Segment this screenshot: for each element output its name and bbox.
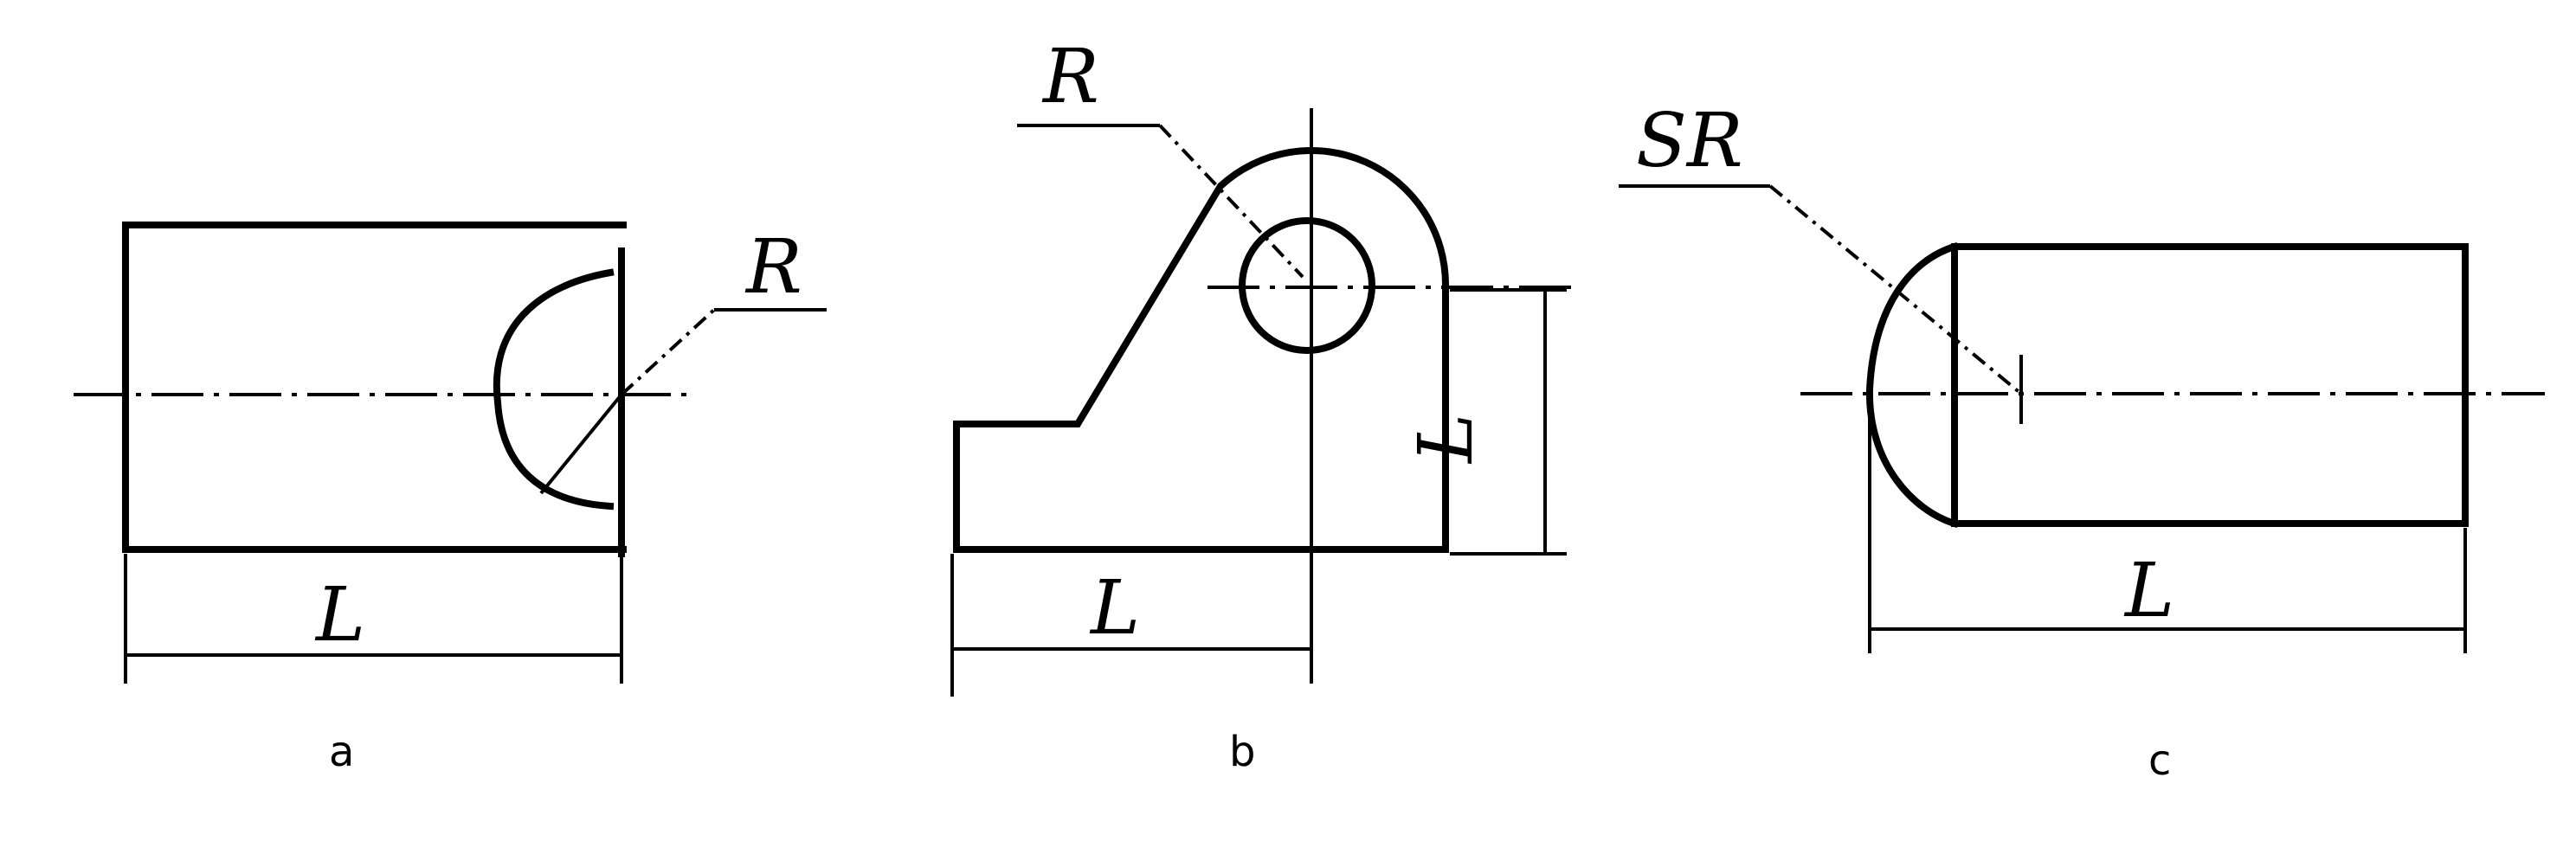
- figure-c: SR L c: [1619, 98, 2545, 785]
- figure-c-radius-label: SR: [1636, 98, 1743, 184]
- figure-c-outline: [1953, 243, 2469, 527]
- figure-b-radius-label: R: [1041, 34, 1099, 120]
- figure-c-leader: [1768, 184, 2023, 395]
- figure-b-length-label-side: L: [1403, 414, 1490, 465]
- figure-a-radius-label: R: [744, 224, 802, 311]
- figure-b-outline: [953, 147, 1450, 553]
- figure-c-caption: c: [2148, 736, 2171, 785]
- figure-c-sphere-arc: [1865, 241, 1960, 529]
- figure-b: R L L b: [950, 34, 1575, 776]
- figure-a-radius-line: [539, 393, 623, 495]
- figure-a-length-label: L: [314, 572, 365, 658]
- figure-c-length-label: L: [2123, 548, 2174, 634]
- figure-a-leader: [620, 308, 716, 396]
- figure-b-length-label-bottom: L: [1089, 565, 1140, 652]
- figure-b-leader: [1158, 124, 1304, 279]
- figure-a-outline: [122, 222, 627, 553]
- figure-a-caption: a: [329, 728, 354, 776]
- figure-a: R L a: [74, 222, 827, 776]
- figure-b-caption: b: [1229, 728, 1255, 776]
- figure-a-arc: [493, 268, 615, 511]
